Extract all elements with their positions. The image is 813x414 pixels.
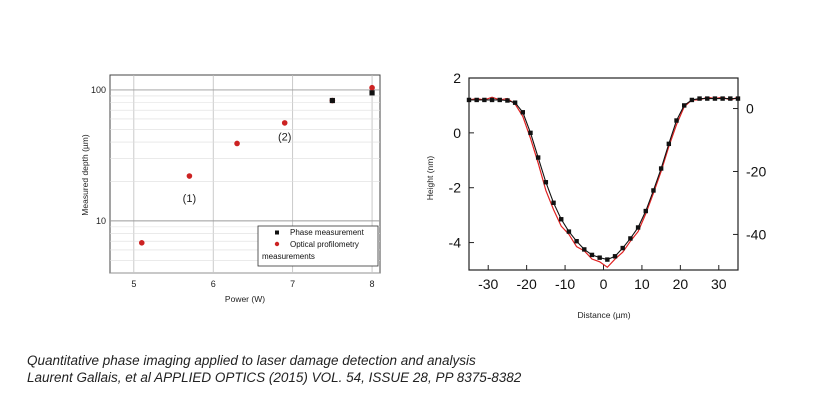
legend-label-optical: Optical profilometry measurements — [262, 240, 361, 261]
phase-profile-point — [735, 96, 741, 101]
phase-profile-point — [666, 141, 672, 147]
legend-marker-optical — [274, 241, 280, 247]
phase-profile-point — [682, 103, 687, 108]
right-y2-tick-label: 0 — [746, 101, 754, 117]
phase-profile-point — [612, 254, 618, 259]
phase-profile-point — [589, 252, 595, 258]
annotation-2: (2) — [278, 132, 291, 144]
phase-profile-point — [466, 97, 472, 103]
depth-vs-power-chart: 5 6 7 8 10 100 (1) (2) Power (W) Measured dep… — [80, 74, 381, 304]
right-y-tick-label: 0 — [453, 125, 461, 141]
left-x-tick-label: 8 — [370, 279, 375, 289]
phase-point — [329, 97, 335, 104]
optical-point — [138, 240, 145, 246]
phase-profile-point — [643, 208, 648, 214]
right-x-axis-label: Distance (µm) — [577, 310, 630, 320]
right-plot-frame — [468, 77, 739, 271]
left-data-points — [138, 84, 375, 246]
phase-profile-point — [628, 236, 633, 241]
phase-profile-point — [535, 155, 541, 160]
right-data-series — [466, 96, 741, 269]
right-y-tick-label: 2 — [453, 70, 461, 86]
left-y-axis-label: Measured depth (µm) — [80, 134, 90, 216]
phase-profile-point — [520, 110, 525, 115]
phase-profile-point — [728, 96, 733, 101]
phase-profile-point — [620, 245, 625, 251]
phase-profile-point — [482, 97, 487, 103]
right-y-tick-label: -4 — [449, 235, 462, 251]
phase-profile-point — [528, 130, 533, 136]
figure-caption: Quantitative phase imaging applied to la… — [27, 352, 521, 386]
right-x-tick-label: -20 — [517, 276, 537, 292]
left-y-tick-label: 100 — [91, 85, 106, 95]
phase-profile-point — [712, 96, 718, 101]
phase-profile-point — [605, 257, 610, 262]
phase-profile-point — [597, 255, 602, 260]
right-x-tick-label: -10 — [555, 276, 575, 292]
phase-profile-point — [689, 97, 695, 103]
phase-profile-point — [543, 180, 549, 185]
right-x-tick-label: 30 — [711, 276, 727, 292]
phase-profile-point — [705, 96, 710, 101]
phase-profile-point — [497, 97, 502, 103]
optical-point — [234, 140, 240, 147]
right-x-tick-label: 0 — [600, 276, 608, 292]
phase-profile-point — [697, 96, 702, 101]
optical-point — [186, 173, 193, 179]
phase-profile-point — [635, 225, 641, 230]
phase-profile-point — [566, 229, 572, 234]
right-y2-tick-label: -20 — [746, 163, 766, 179]
phase-profile-point — [489, 97, 495, 103]
right-x-tick-label: -30 — [478, 276, 498, 292]
optical-point — [369, 84, 375, 91]
annotation-1: (1) — [183, 193, 196, 205]
left-x-tick-label: 7 — [290, 279, 295, 289]
left-x-axis-label: Power (W) — [225, 294, 265, 304]
left-x-tick-label: 5 — [131, 279, 136, 289]
legend-marker-phase — [275, 230, 279, 235]
left-x-tick-label: 6 — [211, 279, 216, 289]
phase-profile-point — [551, 200, 556, 205]
optical-point — [281, 120, 288, 126]
phase-profile-point — [512, 100, 518, 105]
right-y-axis-label: Height (nm) — [425, 156, 435, 201]
left-y-tick-label: 10 — [96, 216, 106, 226]
phase-profile-point — [505, 98, 510, 103]
phase-profile-point — [674, 118, 679, 123]
phase-profile-point — [658, 166, 664, 171]
legend: Phase measurement Optical profilometry m… — [257, 225, 379, 267]
right-y2-tick-label: -40 — [746, 226, 766, 242]
right-x-tick-label: 10 — [634, 276, 650, 292]
legend-label-phase: Phase measurement — [290, 228, 365, 237]
phase-profile-point — [474, 97, 479, 103]
phase-profile-point — [582, 247, 587, 252]
phase-profile-point — [574, 239, 579, 244]
phase-profile-point — [720, 96, 725, 101]
phase-profile-point — [559, 217, 564, 222]
right-y-tick-label: -2 — [449, 180, 462, 196]
phase-point — [369, 90, 375, 96]
caption-line-2: Laurent Gallais, et al APPLIED OPTICS (2… — [27, 370, 522, 385]
right-x-tick-label: 20 — [673, 276, 689, 292]
phase-profile-point — [651, 188, 656, 193]
left-tick-labels: 5 6 7 8 10 100 — [91, 85, 375, 289]
caption-line-1: Quantitative phase imaging applied to la… — [27, 353, 476, 368]
